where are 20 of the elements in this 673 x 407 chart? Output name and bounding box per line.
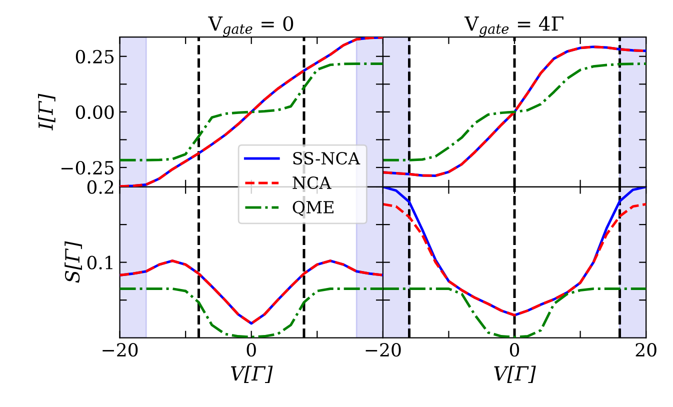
y-axis-title: S[Γ]	[64, 241, 82, 283]
x-tick-label: 20	[636, 342, 656, 357]
y-axis-title: I[Γ]	[38, 94, 56, 130]
y-tick-label: 0.1	[87, 256, 112, 270]
y-tick-label: −0.25	[62, 160, 114, 175]
x-axis-title: V[Γ]	[231, 366, 273, 384]
legend-label: SS-NCA	[293, 152, 360, 165]
legend-label: QME	[292, 200, 334, 216]
x-tick-label: 0	[510, 342, 520, 357]
x-tick-label: 0	[246, 342, 256, 357]
chart-title: V$_{gate}$ = 0	[208, 16, 294, 37]
x-tick-label: −20	[102, 342, 138, 357]
chart-title: V$_{gate}$ = 4Γ	[464, 16, 564, 37]
legend-label: NCA	[292, 176, 332, 190]
y-tick-label: 0.00	[76, 105, 114, 120]
line-series	[120, 260, 383, 325]
x-axis-title: V[Γ]	[494, 366, 536, 384]
y-tick-label: 0.2	[87, 180, 114, 194]
y-tick-label: 0.25	[76, 50, 114, 64]
x-tick-label: −20	[366, 342, 401, 357]
